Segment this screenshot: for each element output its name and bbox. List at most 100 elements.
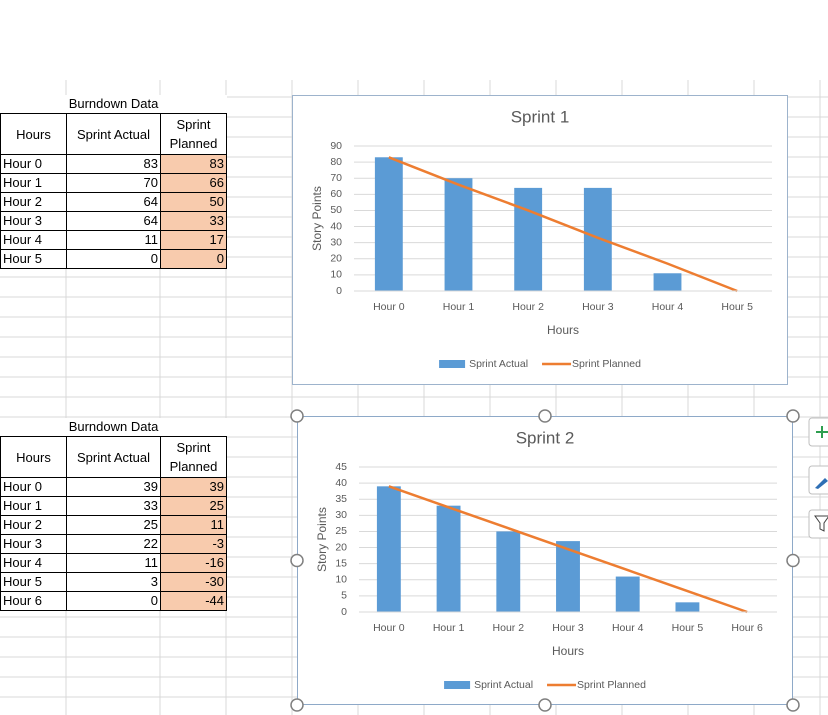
number-cell[interactable]: -16	[160, 553, 227, 573]
y-tick-label: 0	[336, 285, 342, 297]
bar	[615, 576, 640, 612]
table-title[interactable]: Burndown Data	[68, 419, 159, 434]
legend-label: Sprint Actual	[474, 679, 533, 691]
number-cell[interactable]: 64	[66, 211, 161, 231]
legend: Sprint Actual Sprint Planned	[444, 679, 646, 691]
legend: Sprint Actual Sprint Planned	[439, 358, 641, 370]
resize-handle	[290, 553, 304, 568]
column-header[interactable]: Hours	[0, 113, 67, 155]
number-cell[interactable]: 11	[66, 230, 161, 250]
x-tick-label: Hour 2	[512, 301, 544, 313]
number-cell[interactable]: 70	[66, 173, 161, 193]
column-header[interactable]: Hours	[0, 436, 67, 478]
label-cell[interactable]: Hour 5	[0, 249, 67, 269]
resize-handle	[786, 698, 800, 712]
label-cell[interactable]: Hour 2	[0, 192, 67, 212]
y-tick-label: 15	[335, 557, 347, 569]
x-tick-label: Hour 5	[721, 301, 753, 313]
legend-label: Sprint Planned	[572, 358, 641, 370]
number-cell[interactable]: 39	[66, 477, 161, 497]
number-cell[interactable]: -30	[160, 572, 227, 592]
y-tick-label: 30	[330, 236, 342, 248]
y-tick-label: 90	[330, 140, 342, 152]
number-cell[interactable]: 83	[66, 154, 161, 174]
column-header[interactable]: Sprint Actual	[66, 113, 161, 155]
line-series	[388, 485, 748, 614]
number-cell[interactable]: 25	[160, 496, 227, 516]
bar	[675, 602, 700, 612]
label-cell[interactable]: Hour 0	[0, 154, 67, 174]
label-cell[interactable]: Hour 0	[0, 477, 67, 497]
number-cell[interactable]: 22	[66, 534, 161, 554]
x-tick-label: Hour 0	[373, 301, 405, 313]
number-cell[interactable]: 17	[160, 230, 227, 250]
table-title[interactable]: Burndown Data	[68, 96, 159, 111]
resize-handle	[538, 409, 552, 423]
data-table: Burndown Data Hours Sprint Actual Sprint Pl…	[0, 95, 227, 269]
number-cell[interactable]: -3	[160, 534, 227, 554]
x-tick-label: Hour 3	[552, 622, 584, 634]
resize-handle	[538, 698, 552, 712]
legend-label: Sprint Actual	[469, 358, 528, 370]
column-header[interactable]: Sprint Planned	[160, 436, 227, 478]
label-cell[interactable]: Hour 4	[0, 553, 67, 573]
bar	[376, 486, 401, 612]
label-cell[interactable]: Hour 1	[0, 496, 67, 516]
number-cell[interactable]: 50	[160, 192, 227, 212]
legend-swatch	[444, 681, 471, 689]
legend-swatch	[439, 360, 466, 368]
x-tick-label: Hour 1	[443, 301, 475, 313]
y-tick-label: 5	[341, 590, 347, 602]
y-tick-label: 10	[330, 269, 342, 281]
x-tick-label: Hour 4	[652, 301, 684, 313]
x-tick-label: Hour 1	[433, 622, 465, 634]
label-cell[interactable]: Hour 1	[0, 173, 67, 193]
y-tick-label: 40	[330, 220, 342, 232]
line-series	[388, 156, 738, 293]
legend-label: Sprint Planned	[577, 679, 646, 691]
number-cell[interactable]: 11	[66, 553, 161, 573]
y-tick-label: 20	[335, 541, 347, 553]
chart[interactable]: Sprint 1 0 10 20 30 40 50 60 70 80 90 Story Points H…	[292, 95, 788, 385]
data-table: Burndown Data Hours Sprint Actual Sprint Pl…	[0, 418, 227, 611]
x-tick-label: Hour 0	[373, 622, 405, 634]
number-cell[interactable]: 33	[160, 211, 227, 231]
number-cell[interactable]: 0	[160, 249, 227, 269]
label-cell[interactable]: Hour 4	[0, 230, 67, 250]
label-cell[interactable]: Hour 5	[0, 572, 67, 592]
label-cell[interactable]: Hour 2	[0, 515, 67, 535]
bar	[556, 541, 580, 612]
number-cell[interactable]: 33	[66, 496, 161, 516]
y-tick-label: 35	[335, 493, 347, 505]
number-cell[interactable]: 3	[66, 572, 161, 592]
label-cell[interactable]: Hour 6	[0, 591, 67, 611]
x-axis-title: Hours	[547, 323, 579, 337]
column-header[interactable]: Sprint Actual	[66, 436, 161, 478]
x-tick-label: Hour 3	[582, 301, 614, 313]
number-cell[interactable]: 39	[160, 477, 227, 497]
x-tick-label: Hour 6	[731, 622, 763, 634]
label-cell[interactable]: Hour 3	[0, 534, 67, 554]
number-cell[interactable]: 64	[66, 192, 161, 212]
chart-title: Sprint 2	[516, 428, 575, 447]
number-cell[interactable]: 83	[160, 154, 227, 174]
bar	[583, 187, 612, 291]
x-axis-title: Hours	[552, 644, 584, 658]
x-tick-label: Hour 5	[672, 622, 704, 634]
bar	[436, 505, 461, 612]
number-cell[interactable]: -44	[160, 591, 227, 611]
y-tick-label: 30	[335, 509, 347, 521]
number-cell[interactable]: 11	[160, 515, 227, 535]
x-tick-label: Hour 2	[493, 622, 525, 634]
y-tick-label: 70	[330, 172, 342, 184]
bar	[496, 531, 521, 612]
number-cell[interactable]: 66	[160, 173, 227, 193]
number-cell[interactable]: 0	[66, 591, 161, 611]
bar	[514, 187, 543, 291]
number-cell[interactable]: 0	[66, 249, 161, 269]
column-header[interactable]: Sprint Planned	[160, 113, 227, 155]
label-cell[interactable]: Hour 3	[0, 211, 67, 231]
number-cell[interactable]: 25	[66, 515, 161, 535]
chart[interactable]: Sprint 2 0 5 10 15 20 25 30 35 40 45 Story Points Ho…	[290, 409, 800, 712]
